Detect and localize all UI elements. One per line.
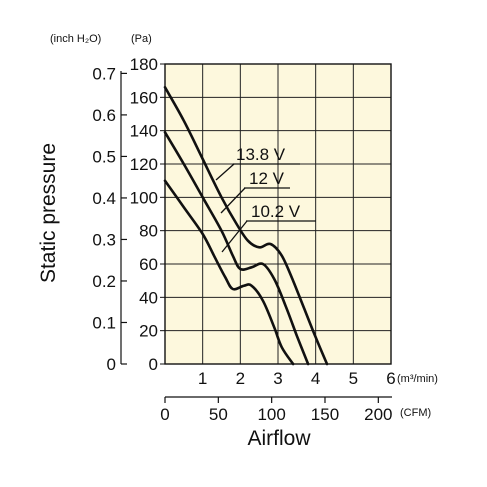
series-labels: 13.8 V 12 V 10.2 V [215, 145, 316, 253]
pa-tick-label: 160 [130, 88, 158, 107]
pa-tick-label: 140 [130, 122, 158, 141]
cfm-axis-ticks: 0 50 100 150 200 [160, 397, 393, 424]
m3-tick-label: 3 [273, 369, 282, 388]
y-axis-label: Static pressure [37, 143, 60, 283]
m3-tick-label: 2 [236, 369, 245, 388]
series-line-1 [163, 86, 329, 366]
inch-tick-label: 0.2 [92, 272, 116, 291]
series-label-leader [215, 163, 235, 181]
m3-tick-label: 5 [349, 369, 358, 388]
pa-tick-label: 180 [130, 55, 158, 74]
inch-tick-label: 0.6 [92, 106, 116, 125]
m3-tick-label: 1 [198, 369, 207, 388]
series-label-leader [220, 187, 246, 214]
x-units-cfm: (CFM) [400, 407, 431, 419]
series-label: 12 V [249, 169, 285, 188]
inch-tick-label: 0.1 [92, 313, 116, 332]
pa-tick-label: 120 [130, 155, 158, 174]
m3-tick-label: 4 [311, 369, 320, 388]
series-group [163, 86, 329, 366]
series-label: 10.2 V [251, 202, 301, 221]
pa-tick-label: 80 [139, 222, 158, 241]
cfm-tick-label: 150 [311, 405, 339, 424]
cfm-tick-label: 50 [209, 405, 228, 424]
pa-tick-label: 60 [139, 255, 158, 274]
inch-tick-label: 0.3 [92, 230, 116, 249]
pa-axis-ticks: 0 20 40 60 80 100 120 140 160 180 [130, 55, 165, 374]
m3-tick-label: 6 [386, 369, 395, 388]
series-line-2 [163, 131, 310, 366]
inch-axis-ticks: 0 0.1 0.2 0.3 0.4 0.5 0.6 0.7 [92, 64, 127, 374]
m3-axis-ticks: 1 2 3 4 5 6 [198, 369, 396, 388]
cfm-tick-label: 200 [364, 405, 392, 424]
inch-tick-label: 0 [107, 355, 116, 374]
series-label: 13.8 V [236, 145, 286, 164]
y-units-pa: (Pa) [131, 33, 152, 45]
pa-tick-label: 0 [149, 355, 158, 374]
cfm-tick-label: 100 [257, 405, 285, 424]
inch-tick-label: 0.4 [92, 189, 116, 208]
x-axis-label: Airflow [247, 427, 311, 450]
inch-tick-label: 0.7 [92, 64, 116, 83]
x-units-m3: (m³/min) [397, 373, 438, 385]
pa-tick-label: 40 [139, 288, 158, 307]
series-line-3 [163, 179, 295, 366]
cfm-tick-label: 0 [160, 405, 169, 424]
inch-tick-label: 0.5 [92, 147, 116, 166]
y-units-inch: (inch H₂O) [50, 33, 101, 45]
series-label-leader [221, 220, 248, 253]
pa-tick-label: 20 [139, 322, 158, 341]
plot-frame [164, 63, 392, 365]
pa-tick-label: 100 [130, 188, 158, 207]
